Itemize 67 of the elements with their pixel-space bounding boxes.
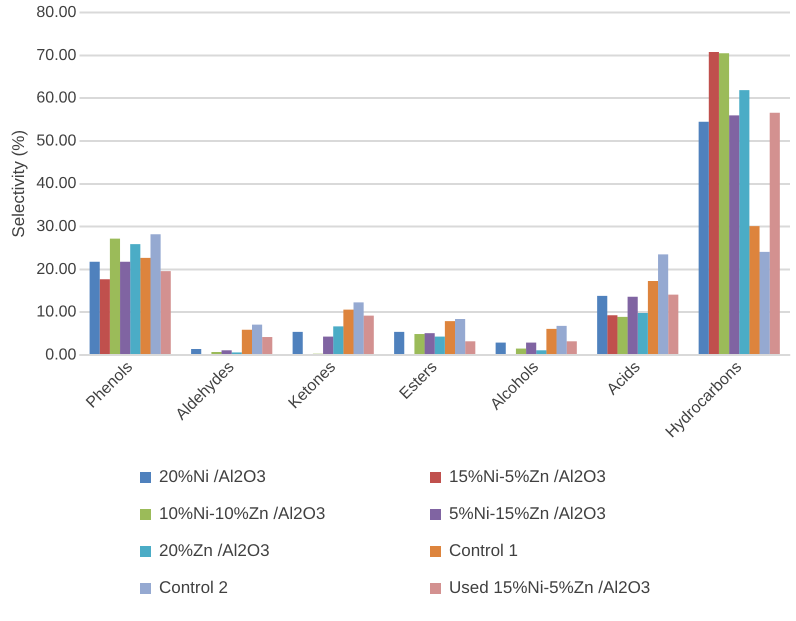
bar [749, 226, 760, 354]
bar [222, 350, 232, 354]
legend-label: 20%Ni /Al2O3 [159, 467, 266, 487]
y-tick-label: 40.00 [36, 175, 77, 192]
legend-label: 20%Zn /Al2O3 [159, 541, 270, 561]
bar [729, 115, 740, 354]
bar [597, 296, 608, 354]
y-tick-label: 20.00 [36, 260, 77, 278]
bar [698, 122, 709, 354]
bar [628, 296, 638, 354]
bar [739, 90, 750, 354]
y-tick-label: 70.00 [36, 46, 77, 64]
bar [191, 349, 202, 354]
bar [496, 342, 506, 354]
bar [414, 334, 425, 354]
bar [760, 252, 770, 354]
bar [292, 332, 303, 354]
bar [536, 350, 546, 354]
bar [323, 336, 334, 354]
y-axis-title: Selectivity (%) [8, 130, 28, 238]
bar [668, 294, 678, 354]
bar [424, 333, 435, 354]
bar [546, 328, 557, 354]
legend-label: 15%Ni-5%Zn /Al2O3 [449, 467, 606, 487]
bar [140, 258, 150, 354]
bar [718, 53, 730, 354]
bar [110, 238, 120, 354]
y-tick-label: 0.00 [45, 346, 77, 364]
bar [252, 324, 262, 354]
bar [354, 302, 364, 354]
bar [648, 280, 658, 354]
bar [638, 313, 648, 354]
bar [130, 244, 140, 354]
bar [658, 254, 668, 354]
bar [343, 310, 354, 354]
bar [516, 348, 526, 354]
legend-label: Used 15%Ni-5%Zn /Al2O3 [449, 578, 650, 598]
bar [262, 337, 272, 354]
bar [364, 316, 374, 354]
legend-label: 5%Ni-15%Zn /Al2O3 [449, 504, 606, 524]
bar [455, 319, 466, 354]
bar [607, 315, 618, 354]
y-tick-label: 80.00 [36, 4, 77, 22]
bar [434, 336, 445, 354]
y-tick-label: 50.00 [36, 132, 77, 150]
bar [333, 326, 344, 354]
bar [150, 234, 161, 354]
bar [556, 326, 567, 354]
bar [100, 279, 110, 354]
bar [444, 321, 456, 354]
bar [770, 112, 780, 354]
bar [526, 342, 536, 354]
bar [566, 341, 577, 354]
bar [394, 332, 404, 354]
bar [465, 341, 476, 354]
legend-label: Control 1 [449, 541, 518, 561]
y-tick-label: 60.00 [36, 90, 77, 107]
legend-label: 10%Ni-10%Zn /Al2O3 [159, 504, 326, 524]
bar [617, 316, 628, 354]
bar [120, 262, 130, 354]
bar [708, 52, 719, 354]
y-tick-label: 30.00 [36, 218, 77, 236]
bar [90, 262, 100, 354]
y-tick-label: 10.00 [36, 304, 77, 321]
legend-label: Control 2 [159, 578, 228, 598]
bar [160, 271, 171, 354]
bar [242, 330, 252, 354]
